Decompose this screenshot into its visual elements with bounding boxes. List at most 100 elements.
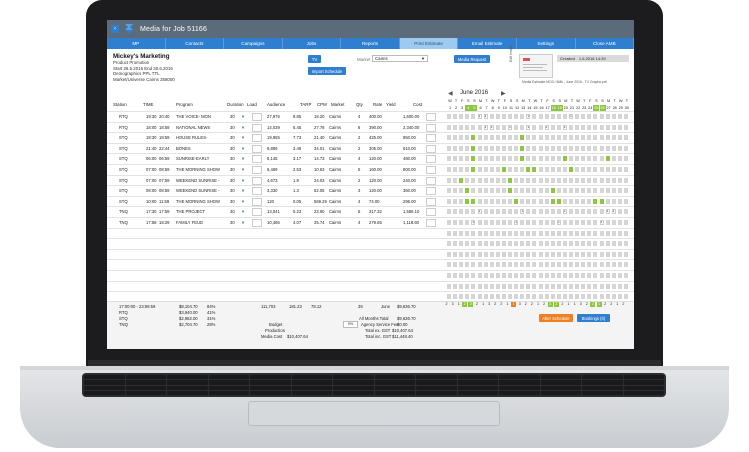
spot-cell[interactable]: [495, 198, 500, 204]
spot-cell[interactable]: [489, 262, 494, 268]
calendar-day[interactable]: 22: [575, 106, 581, 110]
spot-cell[interactable]: [593, 114, 598, 119]
spot-cell[interactable]: [575, 188, 580, 194]
spot-cell[interactable]: [617, 251, 622, 257]
spot-cell[interactable]: [453, 220, 458, 225]
table-row[interactable]: TNQ 17:30 17:59 THE PROJECT 30 13,041 5.23 23.6…: [107, 206, 634, 217]
calendar-day[interactable]: 15: [533, 106, 538, 110]
spot-cell[interactable]: [544, 209, 549, 215]
spot-cell[interactable]: [617, 273, 622, 278]
spot-cell[interactable]: [538, 262, 543, 268]
spot-cell[interactable]: [508, 220, 512, 225]
spot-cell[interactable]: [508, 273, 512, 278]
spot-cell[interactable]: [599, 135, 604, 141]
spot-cell[interactable]: [453, 251, 458, 257]
spot-cell[interactable]: [459, 294, 464, 300]
spot-cell[interactable]: [569, 209, 573, 215]
calendar-day[interactable]: 1: [448, 106, 452, 110]
spot-cell[interactable]: [569, 262, 573, 268]
spot-cell[interactable]: [538, 145, 543, 151]
spot-cell[interactable]: [617, 220, 622, 225]
spot-cell[interactable]: [587, 156, 592, 162]
load-input[interactable]: [252, 144, 262, 153]
spot-cell[interactable]: [495, 230, 500, 236]
spot-cell[interactable]: [526, 145, 531, 151]
spot-cell[interactable]: [532, 220, 537, 225]
spot-cell[interactable]: 1: [562, 124, 567, 130]
spot-cell[interactable]: [556, 251, 561, 257]
spot-cell[interactable]: [508, 283, 512, 289]
spot-cell[interactable]: [453, 273, 458, 278]
spot-cell[interactable]: [483, 177, 488, 183]
spot-cell[interactable]: [483, 283, 488, 289]
spot-cell[interactable]: [495, 135, 500, 141]
calendar-day[interactable]: 11: [509, 106, 513, 110]
spot-cell[interactable]: [550, 145, 555, 151]
spot-cell[interactable]: [593, 209, 598, 215]
spot-cell[interactable]: [587, 262, 592, 268]
table-row[interactable]: STQ 18:30 18:59 HOUSE RULES- 30 19,955 7.73 21.…: [107, 132, 634, 143]
spot-cell[interactable]: [465, 283, 470, 289]
spot-cell[interactable]: [483, 251, 488, 257]
load-input[interactable]: [252, 187, 262, 196]
spot-cell[interactable]: [477, 188, 482, 194]
spot-cell[interactable]: [581, 124, 586, 130]
spot-cell[interactable]: [569, 156, 573, 162]
spot-cell[interactable]: [605, 220, 610, 225]
spot-cell[interactable]: [599, 241, 604, 247]
spot-cell[interactable]: [550, 283, 555, 289]
spot-cell[interactable]: [520, 220, 525, 225]
spot-cell[interactable]: [575, 251, 580, 257]
spot-cell[interactable]: [508, 209, 512, 215]
spot-cell[interactable]: [562, 262, 567, 268]
spot-cell[interactable]: [465, 273, 470, 278]
spot-cell[interactable]: [617, 114, 622, 119]
spot-cell[interactable]: [575, 114, 580, 119]
load-input[interactable]: [252, 197, 262, 206]
spot-cell[interactable]: [562, 135, 567, 141]
spot-cell[interactable]: [623, 188, 628, 194]
spot-cell[interactable]: [447, 177, 451, 183]
rate-input[interactable]: [426, 219, 436, 227]
spot-cell[interactable]: [581, 262, 586, 268]
spot-cell[interactable]: [544, 251, 549, 257]
spot-cell[interactable]: [623, 283, 628, 289]
spot-cell[interactable]: [465, 209, 470, 215]
spot-cell[interactable]: [562, 198, 567, 204]
spot-cell[interactable]: 1: [556, 220, 561, 225]
spot-cell[interactable]: 1: [544, 124, 549, 130]
spot-cell[interactable]: [550, 188, 555, 194]
spot-cell[interactable]: [520, 156, 525, 162]
spot-cell[interactable]: [550, 135, 555, 141]
spot-cell[interactable]: [599, 198, 604, 204]
spot-cell[interactable]: [508, 145, 512, 151]
spot-cell[interactable]: [544, 167, 549, 172]
spot-cell[interactable]: [569, 294, 573, 300]
spot-cell[interactable]: [489, 230, 494, 236]
spot-cell[interactable]: [556, 124, 561, 130]
spot-cell[interactable]: [581, 167, 586, 172]
spot-cell[interactable]: [593, 177, 598, 183]
spot-cell[interactable]: [526, 167, 531, 172]
spot-cell[interactable]: [520, 177, 525, 183]
table-row[interactable]: RTQ 18:00 18:59 NATIONAL NEWS 30 14,039 5.45 27…: [107, 121, 634, 133]
spot-cell[interactable]: [477, 198, 482, 204]
spot-cell[interactable]: [459, 114, 464, 119]
spot-cell[interactable]: [526, 262, 531, 268]
spot-cell[interactable]: [453, 283, 458, 289]
spot-cell[interactable]: [489, 220, 494, 225]
spot-cell[interactable]: [483, 262, 488, 268]
load-dropdown-icon[interactable]: ▼: [241, 177, 246, 183]
calendar-day[interactable]: 28: [612, 106, 617, 110]
spot-cell[interactable]: [477, 273, 482, 278]
spot-cell[interactable]: [562, 251, 567, 257]
spot-cell[interactable]: [562, 114, 567, 119]
spot-cell[interactable]: [569, 124, 573, 130]
spot-cell[interactable]: [453, 188, 458, 194]
load-input[interactable]: [252, 155, 262, 164]
spot-cell[interactable]: [623, 135, 628, 141]
spot-cell[interactable]: [569, 273, 573, 278]
load-dropdown-icon[interactable]: ▼: [241, 220, 246, 225]
spot-cell[interactable]: [453, 177, 458, 183]
spot-cell[interactable]: [556, 273, 561, 278]
